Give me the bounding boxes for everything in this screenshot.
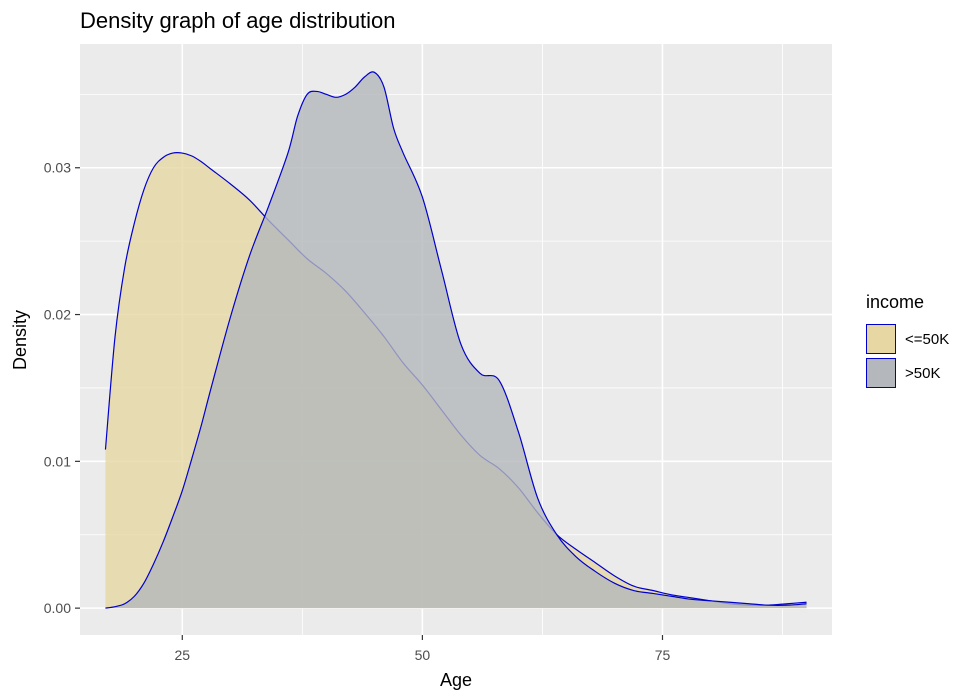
y-tick-label: 0.02 — [44, 307, 71, 323]
y-axis-ticks: 0.00 0.01 0.02 0.03 — [44, 160, 80, 616]
y-axis-label: Density — [10, 310, 30, 370]
x-tick-label: 50 — [415, 647, 431, 663]
y-tick-label: 0.00 — [44, 600, 71, 616]
legend-title: income — [866, 292, 925, 312]
x-tick-label: 75 — [655, 647, 671, 663]
legend-label-le50k: <=50K — [905, 330, 950, 348]
x-axis-ticks: 25 50 75 — [174, 635, 670, 663]
chart-title: Density graph of age distribution — [80, 8, 396, 33]
legend-label-gt50k: >50K — [905, 364, 941, 382]
legend-key-le50k — [866, 324, 896, 354]
y-tick-label: 0.01 — [44, 453, 71, 469]
legend-key-gt50k — [866, 358, 896, 388]
x-tick-label: 25 — [174, 647, 190, 663]
y-tick-label: 0.03 — [44, 160, 71, 176]
legend-item-le50k: <=50K — [866, 322, 949, 356]
x-axis-label: Age — [440, 670, 472, 690]
density-areas — [104, 71, 807, 609]
density-area-gt50k — [105, 71, 807, 609]
legend-item-gt50k: >50K — [866, 356, 940, 390]
density-line-gt50k — [105, 71, 807, 609]
